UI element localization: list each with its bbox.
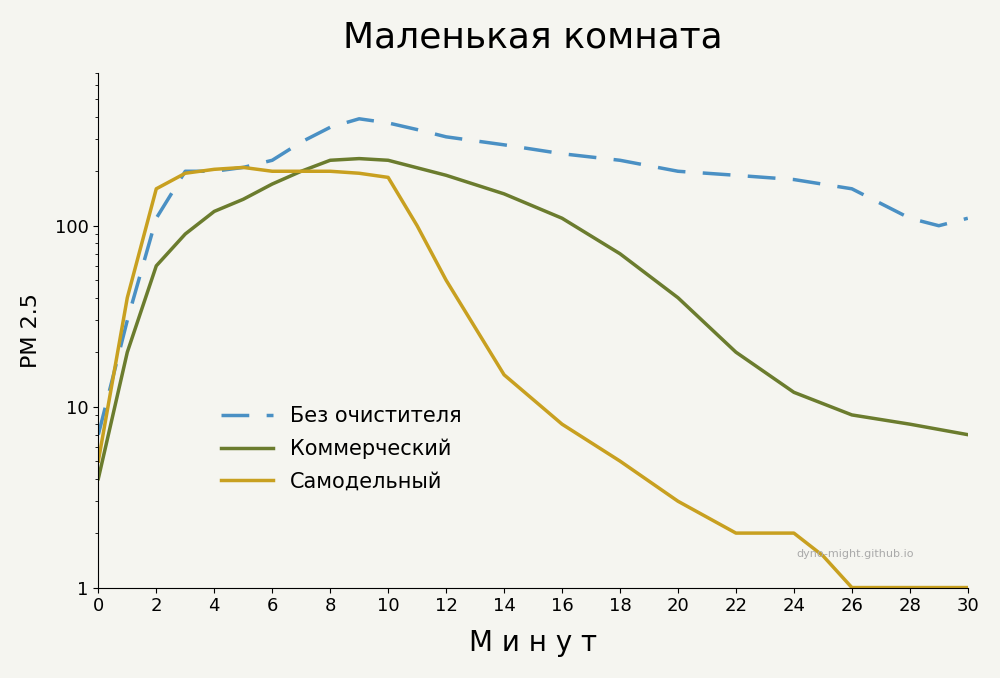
Коммерческий [324,156,336,164]
Коммерческий [614,250,626,258]
Самодельный [382,174,394,182]
Title: Маленькая комната: Маленькая комната [343,21,723,55]
Коммерческий [266,180,278,188]
Без очистителя [846,184,858,193]
Самодельный [904,584,916,592]
Коммерческий [498,190,510,198]
Самодельный [411,222,423,230]
Без очистителя [353,115,365,123]
Самодельный [672,497,684,505]
Legend: Без очистителя, Коммерческий, Самодельный: Без очистителя, Коммерческий, Самодельны… [213,398,470,500]
Самодельный [150,184,162,193]
Самодельный [817,552,829,560]
Самодельный [788,529,800,537]
Коммерческий [788,388,800,397]
Без очистителя [498,141,510,149]
Без очистителя [266,156,278,164]
Без очистителя [208,167,220,176]
Самодельный [614,457,626,465]
Коммерческий [208,207,220,216]
Коммерческий [353,155,365,163]
Коммерческий [237,195,249,203]
Самодельный [179,170,191,178]
Без очистителя [411,125,423,134]
Y-axis label: РМ 2.5: РМ 2.5 [21,293,41,367]
Самодельный [266,167,278,176]
X-axis label: М и н у т: М и н у т [469,629,597,657]
Коммерческий [846,411,858,419]
Без очистителя [121,316,133,324]
Без очистителя [614,156,626,164]
Коммерческий [150,262,162,270]
Коммерческий [179,230,191,238]
Самодельный [556,420,568,428]
Без очистителя [788,176,800,184]
Коммерческий [730,348,742,356]
Самодельный [962,584,974,592]
Без очистителя [179,167,191,176]
Без очистителя [672,167,684,176]
Без очистителя [295,138,307,146]
Коммерческий [440,172,452,180]
Коммерческий [962,431,974,439]
Самодельный [846,584,858,592]
Line: Самодельный: Самодельный [98,167,968,588]
Коммерческий [121,348,133,356]
Без очистителя [730,172,742,180]
Коммерческий [672,294,684,302]
Самодельный [353,170,365,178]
Коммерческий [92,475,104,483]
Без очистителя [556,150,568,158]
Без очистителя [324,123,336,132]
Самодельный [440,276,452,284]
Самодельный [237,163,249,172]
Без очистителя [382,119,394,127]
Коммерческий [295,167,307,176]
Самодельный [730,529,742,537]
Самодельный [92,457,104,465]
Без очистителя [904,214,916,222]
Без очистителя [92,431,104,439]
Без очистителя [440,133,452,141]
Коммерческий [382,156,394,164]
Самодельный [208,165,220,174]
Самодельный [498,371,510,379]
Коммерческий [904,420,916,428]
Без очистителя [962,214,974,222]
Text: dyno-might.github.io: dyno-might.github.io [796,549,914,559]
Без очистителя [150,214,162,222]
Line: Коммерческий: Коммерческий [98,159,968,479]
Самодельный [295,167,307,176]
Коммерческий [556,214,568,222]
Самодельный [324,167,336,176]
Самодельный [121,294,133,302]
Line: Без очистителя: Без очистителя [98,119,968,435]
Без очистителя [933,222,945,230]
Без очистителя [237,163,249,172]
